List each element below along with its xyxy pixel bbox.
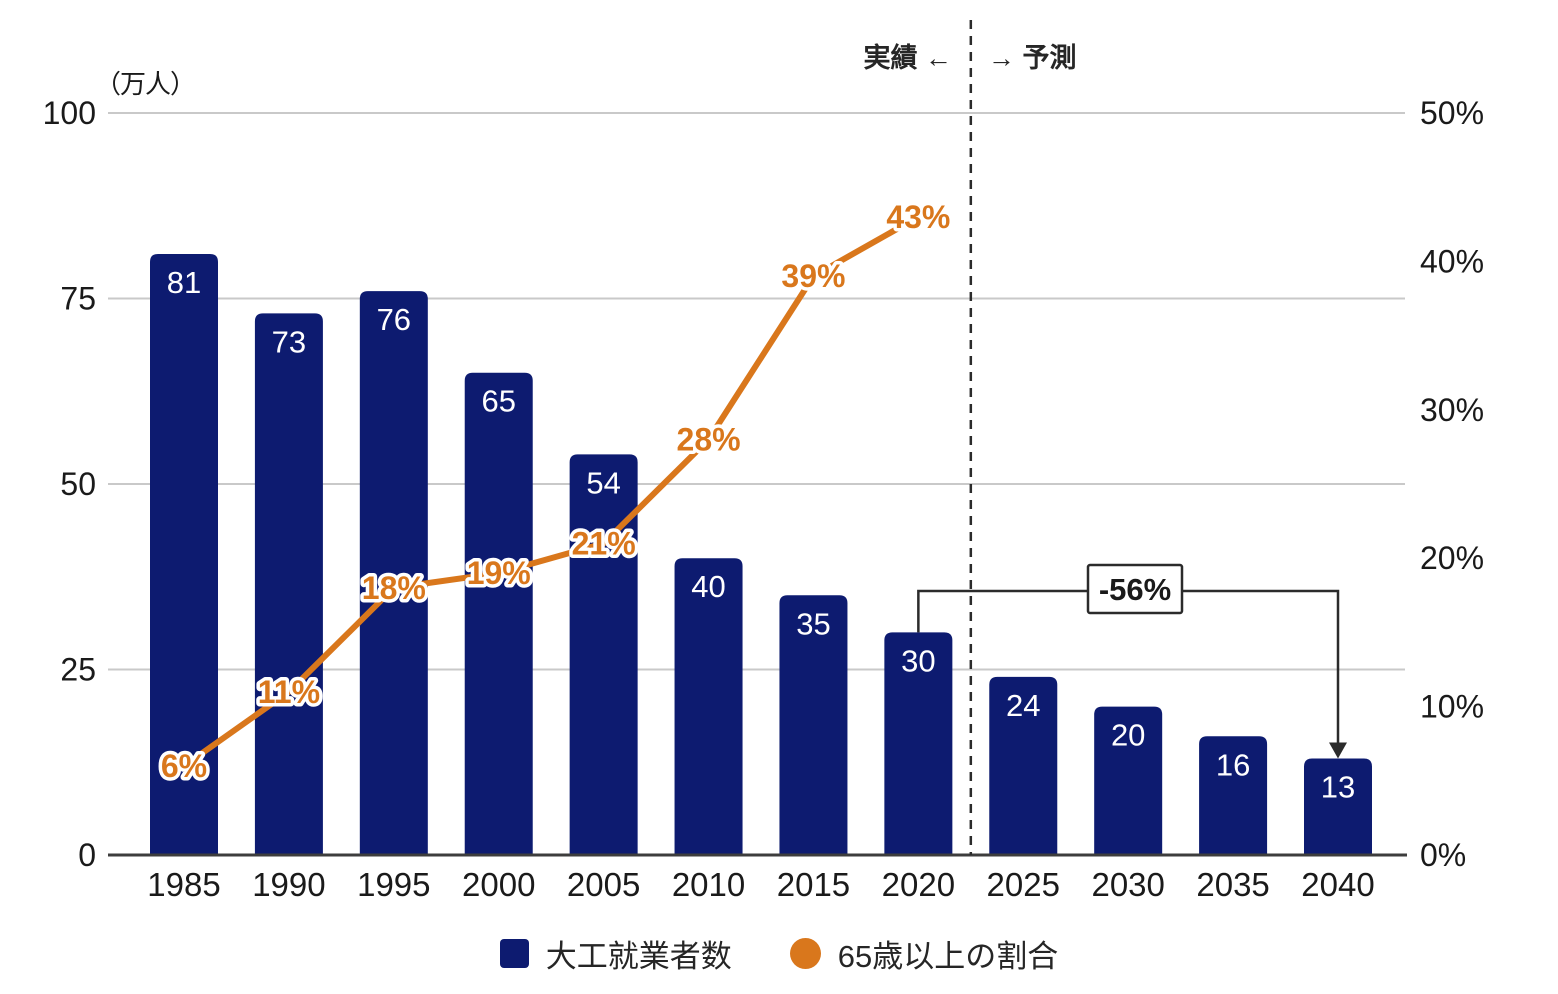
y-tick-label-left: 75 bbox=[60, 281, 96, 317]
bar bbox=[1199, 736, 1268, 855]
percentage-line bbox=[181, 213, 922, 769]
bar-value-label: 30 bbox=[901, 643, 935, 678]
bar-value-label: 13 bbox=[1321, 770, 1355, 805]
bar-value-label: 54 bbox=[586, 465, 620, 500]
line-point-label: 21% bbox=[572, 525, 636, 561]
line-point-label: 39% bbox=[781, 258, 845, 294]
bar bbox=[359, 291, 428, 856]
x-tick-label: 2005 bbox=[567, 866, 640, 903]
x-tick-label: 2000 bbox=[462, 866, 535, 903]
bar bbox=[464, 372, 533, 855]
x-tick-label: 1990 bbox=[252, 866, 325, 903]
y-tick-label-left: 25 bbox=[60, 652, 96, 688]
bar-value-label: 81 bbox=[167, 265, 201, 300]
bar-value-label: 65 bbox=[481, 384, 515, 419]
legend-bar-label: 大工就業者数 bbox=[545, 939, 732, 974]
x-tick-label: 2030 bbox=[1091, 866, 1164, 903]
annotation-label: -56% bbox=[1099, 572, 1171, 607]
y-tick-label-right: 30% bbox=[1420, 392, 1484, 428]
bar bbox=[989, 676, 1058, 855]
bar bbox=[674, 558, 743, 855]
line-point-label: 28% bbox=[677, 421, 741, 457]
line-point-label: 18% bbox=[362, 570, 426, 606]
bar-value-label: 40 bbox=[691, 569, 725, 604]
bar-value-label: 76 bbox=[377, 302, 411, 337]
y-tick-label-left: 100 bbox=[43, 95, 96, 131]
line-point-label: 43% bbox=[886, 199, 950, 235]
bar bbox=[1094, 706, 1163, 855]
y-tick-label-left: 0 bbox=[78, 837, 96, 873]
divider-label-forecast: → 予測 bbox=[988, 43, 1077, 73]
x-tick-label: 2035 bbox=[1196, 866, 1269, 903]
legend: 大工就業者数 65歳以上の割合 bbox=[0, 931, 1558, 976]
bar bbox=[569, 454, 638, 855]
bar-value-label: 20 bbox=[1111, 718, 1145, 753]
bar-value-label: 73 bbox=[272, 324, 306, 359]
y-tick-label-right: 10% bbox=[1420, 689, 1484, 725]
line-point-label: 6% bbox=[161, 748, 207, 784]
x-tick-label: 1995 bbox=[357, 866, 430, 903]
y-tick-label-right: 20% bbox=[1420, 540, 1484, 576]
annotation-arrowhead-icon bbox=[1329, 742, 1347, 759]
line-point-label: 11% bbox=[258, 674, 320, 710]
line-series-swatch-icon bbox=[789, 938, 821, 969]
line-point-label: 19% bbox=[467, 555, 531, 591]
bar-series-swatch-icon bbox=[499, 939, 529, 968]
bar bbox=[254, 313, 323, 856]
bar-value-label: 24 bbox=[1006, 688, 1040, 723]
bar-value-label: 35 bbox=[796, 606, 830, 641]
x-tick-label: 2010 bbox=[672, 866, 745, 903]
x-tick-label: 2020 bbox=[882, 866, 955, 903]
bar bbox=[779, 595, 848, 855]
legend-item-line: 65歳以上の割合 bbox=[789, 931, 1059, 976]
x-tick-label: 2025 bbox=[987, 866, 1060, 903]
left-axis-title: （万人） bbox=[95, 69, 196, 99]
legend-item-bar: 大工就業者数 bbox=[499, 931, 732, 976]
annotation-box bbox=[1086, 563, 1184, 615]
bar bbox=[1304, 758, 1372, 855]
y-tick-label-right: 40% bbox=[1420, 243, 1484, 279]
legend-line-label: 65歳以上の割合 bbox=[837, 939, 1059, 974]
x-tick-label: 2015 bbox=[777, 866, 850, 903]
x-tick-label: 1985 bbox=[147, 866, 220, 903]
y-tick-label-left: 50 bbox=[60, 466, 96, 502]
bar bbox=[884, 632, 953, 855]
y-tick-label-right: 0% bbox=[1420, 837, 1466, 873]
y-tick-label-right: 50% bbox=[1420, 95, 1484, 131]
divider-label-actual: 実績 ← bbox=[863, 43, 952, 73]
bar-value-label: 16 bbox=[1216, 747, 1250, 782]
x-tick-label: 2040 bbox=[1301, 866, 1374, 903]
bar bbox=[150, 253, 218, 856]
